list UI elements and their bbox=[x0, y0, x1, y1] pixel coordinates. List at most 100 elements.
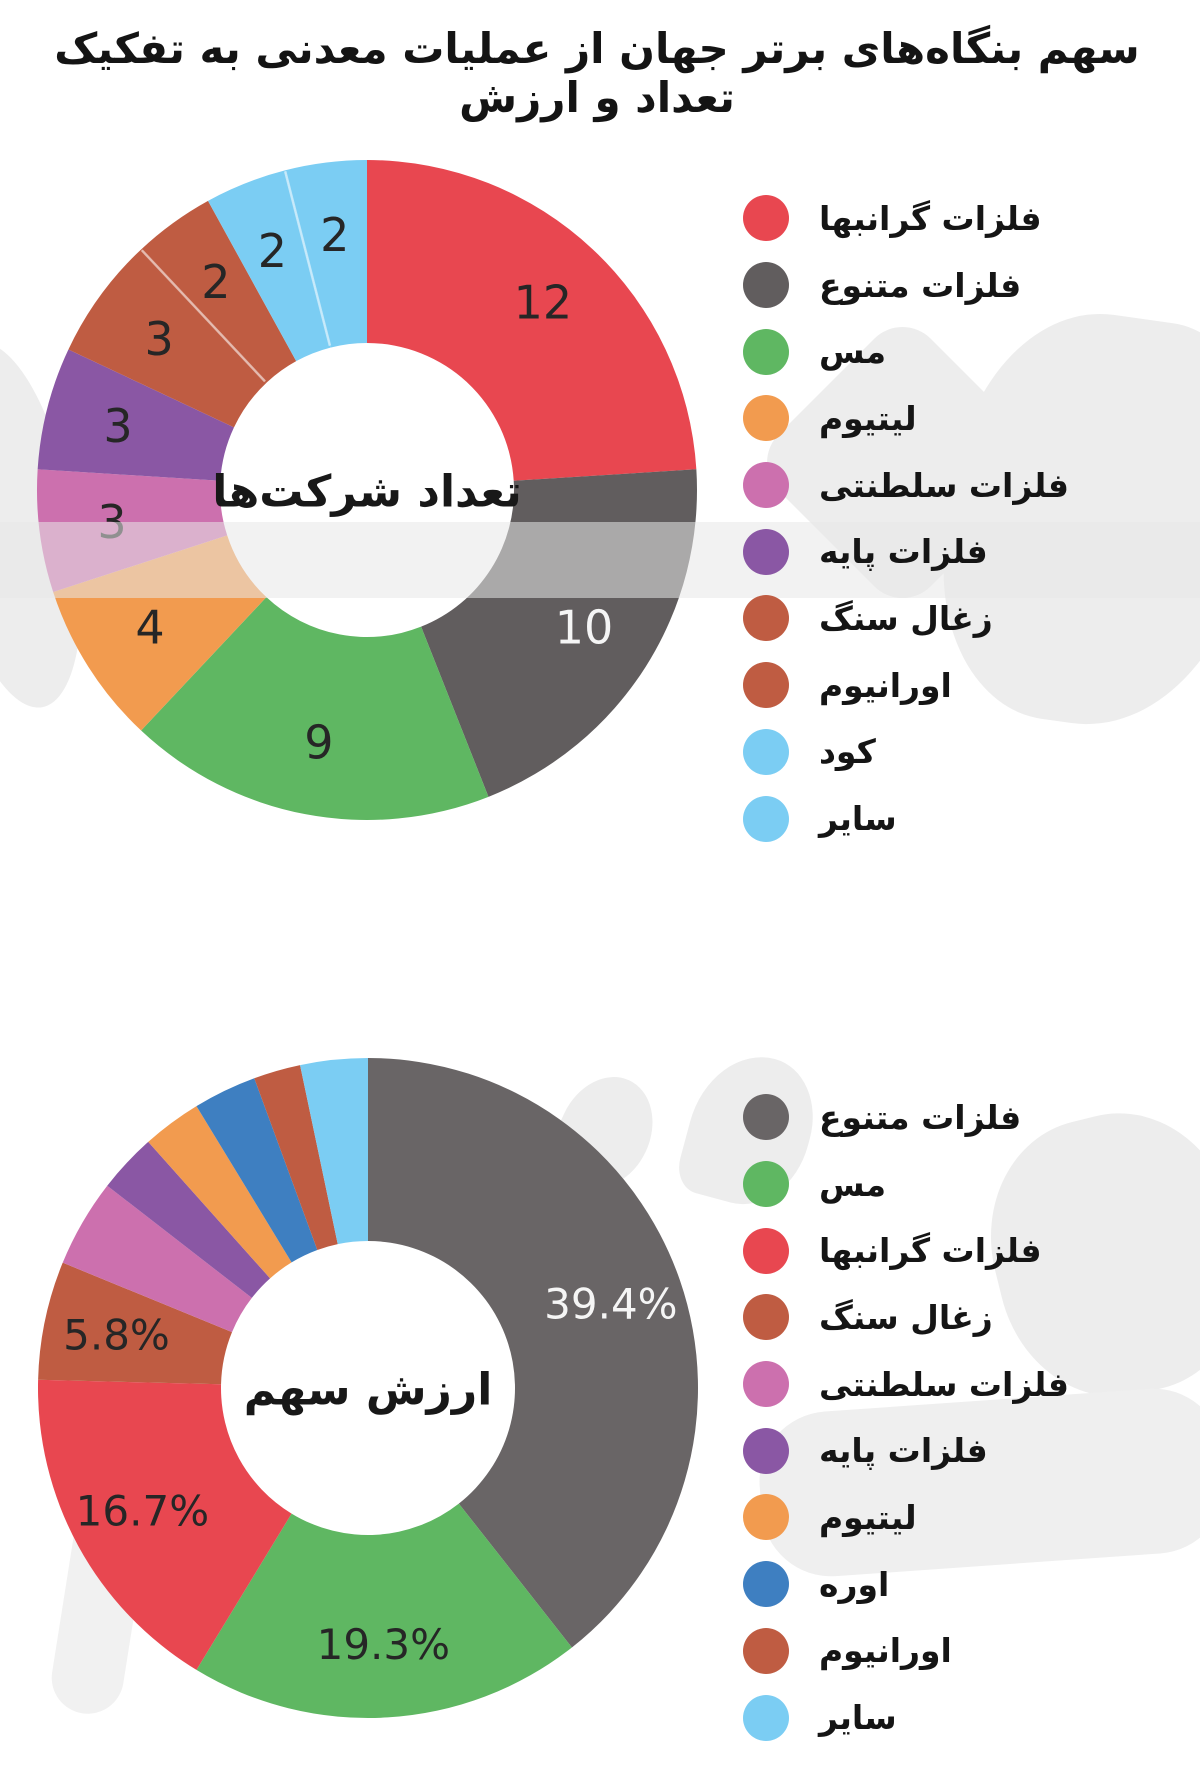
legend-dot bbox=[743, 595, 789, 642]
legend-label: فلزات متنوع bbox=[819, 1097, 1022, 1137]
slice-value-label: 2 bbox=[258, 224, 287, 278]
donut-slice-4 bbox=[62, 1185, 252, 1333]
slice-value-label: 12 bbox=[514, 276, 573, 330]
legend-label: فلزات گرانبها bbox=[819, 1231, 1042, 1271]
slice-value-label: 4 bbox=[135, 601, 164, 655]
legend-item-8: کود bbox=[743, 719, 1198, 786]
legend-dot bbox=[743, 1694, 789, 1741]
legend-label: فلزات پایه bbox=[819, 1431, 988, 1471]
legend-dot bbox=[743, 662, 789, 709]
legend-dot bbox=[743, 195, 789, 242]
donut-slice-7 bbox=[196, 1078, 318, 1263]
slice-value-label: 9 bbox=[304, 715, 333, 769]
legend-dot bbox=[743, 395, 789, 442]
legend-dot bbox=[743, 1561, 789, 1608]
donut-slice-0 bbox=[367, 160, 697, 481]
legend-item-2: مس bbox=[743, 318, 1198, 385]
legend-dot bbox=[743, 1294, 789, 1341]
donut-slice-7 bbox=[141, 200, 297, 383]
legend-companies-count: فلزات گرانبها فلزات متنوع مس لیتیوم فلزات سل… bbox=[743, 185, 1198, 852]
legend-dot bbox=[743, 528, 789, 575]
legend-label: لیتیوم bbox=[819, 398, 917, 438]
legend-item-3: لیتیوم bbox=[743, 385, 1198, 452]
legend-item-6: زغال سنگ bbox=[743, 585, 1198, 652]
donut-slice-2 bbox=[37, 1379, 292, 1670]
chart-center-label: تعداد شرکت‌ها bbox=[212, 466, 522, 518]
slice-value-label: 5.8% bbox=[63, 1311, 170, 1360]
donut-slice-1 bbox=[196, 1503, 572, 1718]
legend-dot bbox=[743, 262, 789, 309]
legend-label: فلزات سلطنتی bbox=[819, 1364, 1069, 1404]
legend-item-6: لیتیوم bbox=[743, 1484, 1198, 1551]
legend-item-0: فلزات گرانبها bbox=[743, 185, 1198, 252]
legend-label: اورانیوم bbox=[819, 665, 952, 705]
legend-item-8: اورانیوم bbox=[743, 1618, 1198, 1685]
slice-value-label: 3 bbox=[103, 399, 132, 453]
donut-slice-5 bbox=[107, 1141, 271, 1298]
donut-slice-5 bbox=[37, 349, 234, 481]
legend-label: فلزات پایه bbox=[819, 532, 988, 572]
donut-slice-0 bbox=[368, 1058, 698, 1648]
legend-label: اوره bbox=[819, 1564, 890, 1604]
legend-label: لیتیوم bbox=[819, 1497, 917, 1537]
legend-label: مس bbox=[819, 332, 887, 372]
legend-item-4: فلزات سلطنتی bbox=[743, 452, 1198, 519]
legend-share-value: فلزات متنوع مس فلزات گرانبها زغال سنگ فلزات … bbox=[743, 1084, 1198, 1751]
legend-label: سایر bbox=[819, 1698, 897, 1738]
legend-item-4: فلزات سلطنتی bbox=[743, 1351, 1198, 1418]
legend-dot bbox=[743, 1627, 789, 1674]
slice-value-label: 16.7% bbox=[76, 1487, 209, 1536]
legend-dot bbox=[743, 1227, 789, 1274]
legend-item-1: فلزات متنوع bbox=[743, 252, 1198, 319]
slice-value-label: 3 bbox=[97, 495, 126, 549]
legend-dot bbox=[743, 1427, 789, 1474]
legend-item-5: فلزات پایه bbox=[743, 518, 1198, 585]
slice-separator bbox=[140, 249, 266, 383]
slice-value-label: 2 bbox=[201, 255, 230, 309]
donut-chart-share-value: 39.4% 19.3% 16.7% 5.8% bbox=[37, 1058, 698, 1718]
slice-value-label: 10 bbox=[555, 601, 614, 655]
donut-slice-6 bbox=[148, 1106, 292, 1279]
legend-item-3: زغال سنگ bbox=[743, 1284, 1198, 1351]
legend-dot bbox=[743, 1161, 789, 1208]
legend-label: فلزات گرانبها bbox=[819, 198, 1042, 238]
donut-slice-2 bbox=[141, 597, 489, 820]
slice-value-label: 2 bbox=[320, 208, 349, 262]
legend-item-7: اوره bbox=[743, 1551, 1198, 1618]
legend-dot bbox=[743, 328, 789, 375]
donut-slice-6 bbox=[68, 249, 267, 428]
chart-center-label: ارزش سهم bbox=[243, 1364, 493, 1416]
donut-slice-8 bbox=[254, 1065, 338, 1251]
legend-dot bbox=[743, 1094, 789, 1141]
slice-value-label: 19.3% bbox=[317, 1620, 450, 1669]
legend-label: کود bbox=[819, 732, 876, 772]
legend-item-7: اورانیوم bbox=[743, 652, 1198, 719]
legend-label: مس bbox=[819, 1164, 887, 1204]
slice-value-label: 39.4% bbox=[544, 1279, 677, 1328]
legend-dot bbox=[743, 1361, 789, 1408]
legend-label: زغال سنگ bbox=[819, 1297, 993, 1337]
legend-item-2: فلزات گرانبها bbox=[743, 1217, 1198, 1284]
legend-item-9: سایر bbox=[743, 1684, 1198, 1751]
donut-slice-3 bbox=[38, 1262, 233, 1385]
legend-item-5: فلزات پایه bbox=[743, 1417, 1198, 1484]
legend-label: سایر bbox=[819, 799, 897, 839]
legend-dot bbox=[743, 462, 789, 509]
legend-label: اورانیوم bbox=[819, 1631, 952, 1671]
slice-value-label: 3 bbox=[144, 312, 173, 366]
donut-slice-9 bbox=[284, 160, 367, 348]
legend-item-9: سایر bbox=[743, 785, 1198, 852]
legend-dot bbox=[743, 1494, 789, 1541]
legend-label: فلزات سلطنتی bbox=[819, 465, 1069, 505]
donut-slice-9 bbox=[300, 1058, 368, 1245]
legend-label: زغال سنگ bbox=[819, 598, 993, 638]
legend-dot bbox=[743, 728, 789, 775]
slice-separator bbox=[283, 171, 332, 346]
legend-item-1: مس bbox=[743, 1151, 1198, 1218]
legend-dot bbox=[743, 795, 789, 842]
legend-item-0: فلزات متنوع bbox=[743, 1084, 1198, 1151]
legend-label: فلزات متنوع bbox=[819, 265, 1022, 305]
page-title: سهم بنگاه‌های برتر جهان از عملیات معدنی … bbox=[54, 24, 1140, 122]
donut-slice-8 bbox=[208, 170, 331, 362]
